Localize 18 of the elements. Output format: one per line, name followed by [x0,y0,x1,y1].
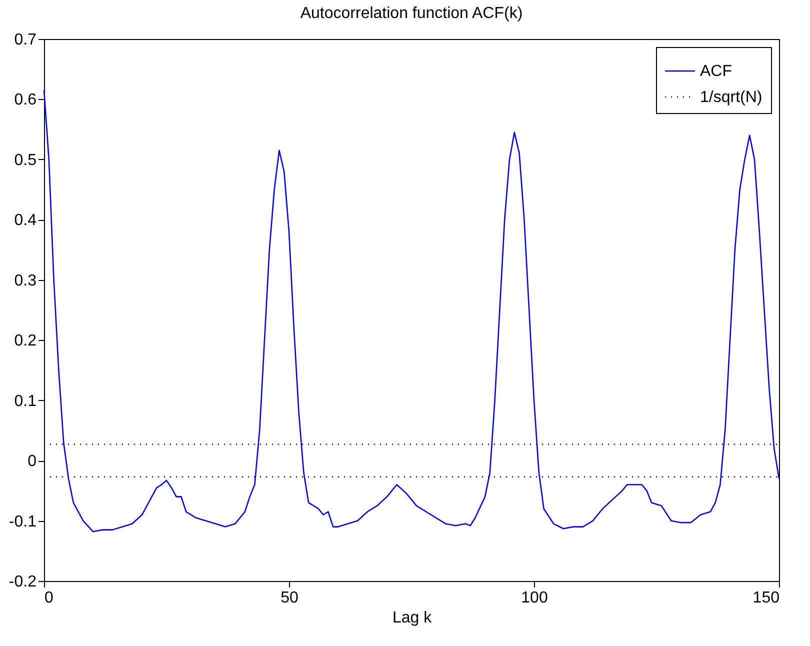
y-tick-label: 0.4 [14,212,37,230]
x-axis-title: Lag k [392,610,433,626]
chart-title: Autocorrelation function ACF(k) [300,5,523,22]
y-tick-label: 0.7 [14,32,37,48]
y-tick-label: 0.5 [14,152,37,169]
y-tick-label: -0.1 [8,513,37,530]
x-tick-label: 0 [44,590,54,606]
x-tick-label: 50 [280,590,298,606]
legend-label: 1/sqrt(N) [700,89,762,106]
y-tick-label: 0.1 [14,392,37,410]
x-tick-label: 150 [752,590,780,606]
y-tick-label: 0.2 [14,332,37,350]
y-tick-label: 0.6 [14,92,37,109]
y-tick-label: -0.2 [8,574,37,590]
x-tick-label: 100 [521,590,548,606]
y-tick-label: 0.3 [14,272,37,290]
legend-label: ACF [700,63,732,80]
y-tick-label: 0 [28,453,37,470]
